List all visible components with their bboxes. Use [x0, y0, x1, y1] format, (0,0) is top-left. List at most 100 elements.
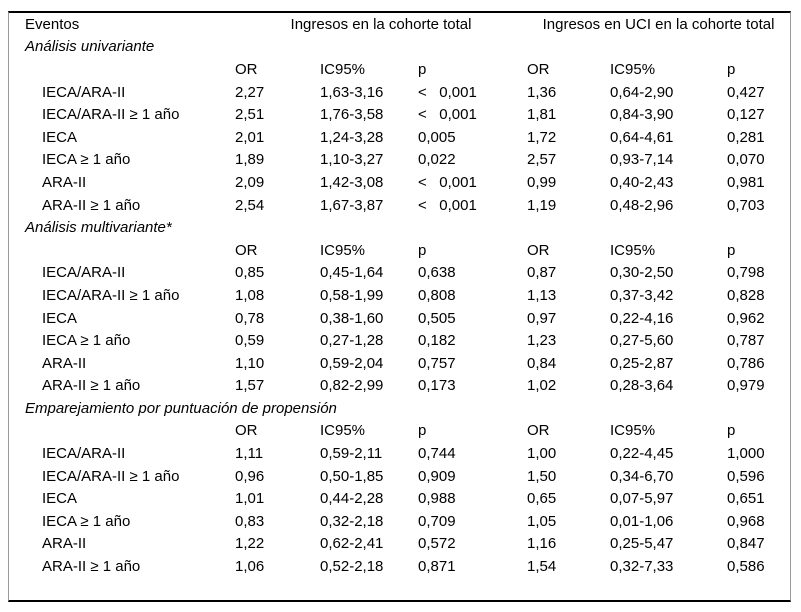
or-uci: 1,36	[527, 83, 557, 101]
p-uci-header: p	[727, 422, 736, 440]
ci-total: 0,59-2,11	[320, 445, 383, 463]
or-uci: 1,54	[527, 558, 557, 576]
or-uci: 2,57	[527, 151, 557, 169]
section-row: Análisis multivariante*	[9, 216, 790, 239]
table-row: ARA-II 1,10 0,59-2,04 0,757 0,84 0,25-2,…	[9, 352, 790, 375]
table-row: IECA 0,78 0,38-1,60 0,505 0,97 0,22-4,16…	[9, 307, 790, 330]
ci-uci: 0,25-2,87	[610, 354, 674, 372]
p-uci: 0,070	[727, 151, 765, 169]
row-label: ARA-II ≥ 1 año	[42, 558, 141, 576]
p-total: 0,988	[418, 490, 456, 508]
table-row: IECA/ARA-II ≥ 1 año 0,96 0,50-1,85 0,909…	[9, 465, 790, 488]
ci-uci: 0,30-2,50	[610, 264, 674, 282]
empty-cell	[9, 239, 235, 262]
p-uci: 0,962	[727, 309, 765, 327]
ci-total: 0,59-2,04	[320, 354, 384, 372]
row-label: ARA-II ≥ 1 año	[42, 377, 141, 395]
p-total: 0,871	[418, 558, 456, 576]
p-uci: 0,968	[727, 512, 765, 530]
ci-uci: 0,48-2,96	[610, 196, 674, 214]
subheader-row: OR IC95% p OR IC95% p	[9, 58, 790, 81]
or-uci: 1,16	[527, 535, 557, 553]
ci-uci: 0,37-3,42	[610, 286, 674, 304]
empty-cell	[9, 58, 235, 81]
p-total: 0,744	[418, 445, 456, 463]
ci-uci: 0,40-2,43	[610, 173, 674, 191]
ci-uci: 0,32-7,33	[610, 558, 674, 576]
p-uci: 0,127	[727, 106, 765, 124]
section-title-propension: Emparejamiento por puntuación de propens…	[25, 399, 337, 417]
or-total: 0,78	[235, 309, 265, 327]
ci-total: 0,52-2,18	[320, 558, 384, 576]
p-total-header: p	[418, 241, 427, 259]
row-label: IECA/ARA-II	[42, 264, 126, 282]
p-uci: 0,651	[727, 490, 765, 508]
ci-uci: 0,64-4,61	[610, 128, 674, 146]
or-total: 1,01	[235, 490, 265, 508]
p-total: 0,638	[418, 264, 456, 282]
results-table: Eventos Ingresos en la cohorte total Ing…	[9, 13, 790, 578]
table-row: ARA-II 2,09 1,42-3,08 < 0,001 0,99 0,40-…	[9, 171, 790, 194]
section-title-multivariante: Análisis multivariante*	[25, 219, 172, 237]
or-uci-header: OR	[527, 60, 550, 78]
ci-total: 1,24-3,28	[320, 128, 384, 146]
table-row: IECA 1,01 0,44-2,28 0,988 0,65 0,07-5,97…	[9, 487, 790, 510]
or-total: 2,09	[235, 173, 265, 191]
row-label: IECA/ARA-II	[42, 83, 126, 101]
ci-uci: 0,34-6,70	[610, 467, 674, 485]
table-row: IECA/ARA-II 2,27 1,63-3,16 < 0,001 1,36 …	[9, 81, 790, 104]
p-uci: 0,787	[727, 332, 765, 350]
row-label: ARA-II	[42, 354, 87, 372]
or-total: 0,96	[235, 467, 265, 485]
table-row: ARA-II ≥ 1 año 2,54 1,67-3,87 < 0,001 1,…	[9, 194, 790, 217]
ci-total-header: IC95%	[320, 422, 366, 440]
row-label: IECA	[42, 490, 78, 508]
row-label: ARA-II	[42, 535, 87, 553]
p-uci-header: p	[727, 60, 736, 78]
row-label: IECA/ARA-II ≥ 1 año	[42, 286, 180, 304]
or-uci: 0,87	[527, 264, 557, 282]
ci-total: 1,63-3,16	[320, 83, 384, 101]
table-row: ARA-II ≥ 1 año 1,06 0,52-2,18 0,871 1,54…	[9, 555, 790, 578]
ci-uci: 0,84-3,90	[610, 106, 674, 124]
p-total: 0,808	[418, 286, 456, 304]
or-total: 1,57	[235, 377, 265, 395]
ci-total: 0,44-2,28	[320, 490, 384, 508]
table-row: ARA-II 1,22 0,62-2,41 0,572 1,16 0,25-5,…	[9, 533, 790, 556]
or-uci: 1,05	[527, 512, 557, 530]
p-total: 0,005	[418, 128, 456, 146]
row-label: IECA ≥ 1 año	[42, 332, 131, 350]
group-header-cohorte-total: Ingresos en la cohorte total	[290, 15, 472, 33]
or-total: 0,85	[235, 264, 265, 282]
section-row: Emparejamiento por puntuación de propens…	[9, 397, 790, 420]
or-uci: 1,13	[527, 286, 557, 304]
p-total: 0,909	[418, 467, 456, 485]
or-uci: 1,00	[527, 445, 557, 463]
or-uci: 0,97	[527, 309, 557, 327]
table-row: IECA/ARA-II 1,11 0,59-2,11 0,744 1,00 0,…	[9, 442, 790, 465]
subheader-row: OR IC95% p OR IC95% p	[9, 239, 790, 262]
ci-uci: 0,22-4,16	[610, 309, 674, 327]
or-uci: 0,65	[527, 490, 557, 508]
ci-uci: 0,22-4,45	[610, 445, 674, 463]
section-title-univariante: Análisis univariante	[25, 38, 155, 56]
group-header-uci-total: Ingresos en UCI en la cohorte total	[542, 15, 775, 33]
row-label: IECA ≥ 1 año	[42, 512, 131, 530]
row-label: ARA-II	[42, 173, 87, 191]
or-uci: 1,02	[527, 377, 557, 395]
or-uci: 1,19	[527, 196, 557, 214]
p-total: < 0,001	[418, 83, 477, 101]
ci-total-header: IC95%	[320, 241, 366, 259]
p-uci: 1,000	[727, 445, 765, 463]
header-row: Eventos Ingresos en la cohorte total Ing…	[9, 13, 790, 36]
or-total: 0,83	[235, 512, 265, 530]
or-total: 1,89	[235, 151, 265, 169]
ci-total: 0,27-1,28	[320, 332, 384, 350]
row-label: ARA-II ≥ 1 año	[42, 196, 141, 214]
row-label: IECA/ARA-II	[42, 445, 126, 463]
ci-total: 1,10-3,27	[320, 151, 384, 169]
p-total: 0,757	[418, 354, 456, 372]
ci-total: 0,38-1,60	[320, 309, 384, 327]
or-uci: 1,72	[527, 128, 557, 146]
ci-total: 0,32-2,18	[320, 512, 384, 530]
